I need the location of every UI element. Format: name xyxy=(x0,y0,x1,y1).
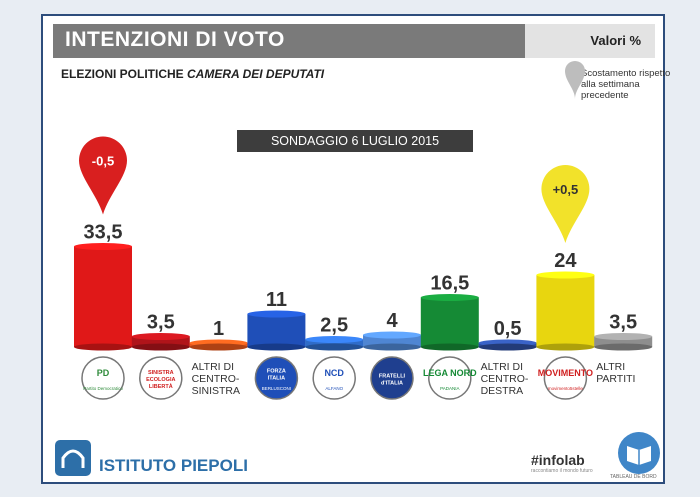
party-logo-sub-0: Partito Democratico xyxy=(83,386,123,391)
chart-frame: INTENZIONI DI VOTO Valori % ELEZIONI POL… xyxy=(41,14,670,484)
party-logo-text-3: FORZA xyxy=(267,369,286,375)
infolab-tagline: raccontiamo il mondo futuro xyxy=(531,468,593,474)
bar-top-9 xyxy=(594,333,653,340)
party-logo-4: NCD ALFANO xyxy=(312,356,356,400)
change-pin-shape-8 xyxy=(541,165,590,243)
subtitle: ELEZIONI POLITICHE CAMERA DEI DEPUTATI xyxy=(61,67,324,81)
bar-base-1 xyxy=(131,343,190,351)
value-label-0: 33,5 xyxy=(84,222,123,244)
bar-base-0 xyxy=(74,343,132,351)
change-pin-8: +0,5 xyxy=(541,165,590,243)
tableau-label: TABLEAU DE BORD xyxy=(610,474,657,480)
value-label-1: 3,5 xyxy=(147,312,175,334)
bar-base-8 xyxy=(536,343,595,351)
category-label-7: DESTRA xyxy=(481,385,524,397)
party-logo-sub-8: movimento5stelle xyxy=(548,386,584,391)
bar-0 xyxy=(74,246,132,347)
change-label-8: +0,5 xyxy=(553,182,579,197)
bar-4 xyxy=(305,339,364,347)
bar-3 xyxy=(247,314,306,347)
bar-top-1 xyxy=(131,333,190,340)
party-logo-text-5: FRATELLI xyxy=(379,374,406,380)
tableau-book-icon xyxy=(618,432,660,474)
party-logo-0: PD Partito Democratico xyxy=(81,356,125,400)
bar-6 xyxy=(420,297,479,347)
party-logo-sub-3: BERLUSCONI xyxy=(262,386,291,391)
bar-base-6 xyxy=(420,343,479,351)
value-label-9: 3,5 xyxy=(609,312,637,334)
value-label-5: 4 xyxy=(386,310,398,332)
party-logo-text-1: ECOLOGIA xyxy=(146,377,175,383)
party-logo-sub-4: ALFANO xyxy=(325,386,343,391)
bar-top-5 xyxy=(363,331,421,339)
value-label-2: 1 xyxy=(213,318,224,340)
bar-base-9 xyxy=(594,343,653,351)
infolab-brand: #infolab xyxy=(531,452,585,468)
change-pin-0: -0,5 xyxy=(79,136,127,215)
category-label-2: ALTRI DI xyxy=(192,361,234,373)
bar-base-3 xyxy=(247,343,306,351)
bar-base-2 xyxy=(189,343,248,351)
legend-pin-icon xyxy=(565,61,585,99)
party-logo-text-4: NCD xyxy=(324,368,344,378)
party-logo-text-0: PD xyxy=(97,368,110,378)
category-label-9: PARTITI xyxy=(596,373,635,385)
bar-base-4 xyxy=(305,343,364,351)
party-logo-6: LEGA NORD PADANIA xyxy=(423,356,477,400)
piepoli-logo-icon xyxy=(55,440,91,476)
subtitle-main: ELEZIONI POLITICHE xyxy=(61,67,184,81)
party-logo-text-6: LEGA NORD xyxy=(423,368,477,378)
bar-top-0 xyxy=(74,243,132,250)
bar-1 xyxy=(131,336,190,347)
category-label-7: ALTRI DI xyxy=(481,361,523,373)
party-logo-8: MOVIMENTO movimento5stelle xyxy=(538,356,593,400)
bar-base-7 xyxy=(478,343,537,351)
value-label-3: 11 xyxy=(266,289,287,311)
subtitle-italic: CAMERA DEI DEPUTATI xyxy=(187,67,325,81)
category-label-2: CENTRO- xyxy=(192,373,240,385)
bar-base-5 xyxy=(363,343,421,351)
party-logo-text-3: ITALIA xyxy=(268,376,285,382)
institute-name: ISTITUTO PIEPOLI xyxy=(99,456,248,475)
units-label: Valori % xyxy=(590,33,641,48)
category-label-2: SINISTRA xyxy=(192,385,240,397)
party-logo-text-1: SINISTRA xyxy=(148,370,174,376)
header-units-box: Valori % xyxy=(525,24,655,58)
bar-top-8 xyxy=(536,271,595,279)
bar-9 xyxy=(594,336,653,347)
value-label-7: 0,5 xyxy=(494,318,522,340)
party-logo-text-8: MOVIMENTO xyxy=(538,368,593,378)
category-label-7: CENTRO- xyxy=(481,373,529,385)
value-label-6: 16,5 xyxy=(430,273,469,295)
party-logo-text-5: d'ITALIA xyxy=(381,381,403,387)
value-label-8: 24 xyxy=(554,250,577,272)
party-logo-sub-6: PADANIA xyxy=(440,386,459,391)
legend-note: Scostamento rispetto alla settimana prec… xyxy=(581,68,671,101)
bar-8 xyxy=(536,275,595,347)
change-pin-shape-0 xyxy=(79,136,127,215)
chart-title: INTENZIONI DI VOTO xyxy=(65,28,285,51)
change-label-0: -0,5 xyxy=(92,154,114,169)
header-bar: INTENZIONI DI VOTO Valori % xyxy=(53,24,655,58)
category-label-9: ALTRI xyxy=(596,361,625,373)
bar-top-6 xyxy=(420,294,479,301)
bar-top-4 xyxy=(305,336,364,343)
bar-top-3 xyxy=(247,310,306,318)
value-label-4: 2,5 xyxy=(320,315,348,337)
survey-date-box: SONDAGGIO 6 LUGLIO 2015 xyxy=(237,130,473,152)
party-logo-text-1: LIBERTÀ xyxy=(149,383,173,390)
